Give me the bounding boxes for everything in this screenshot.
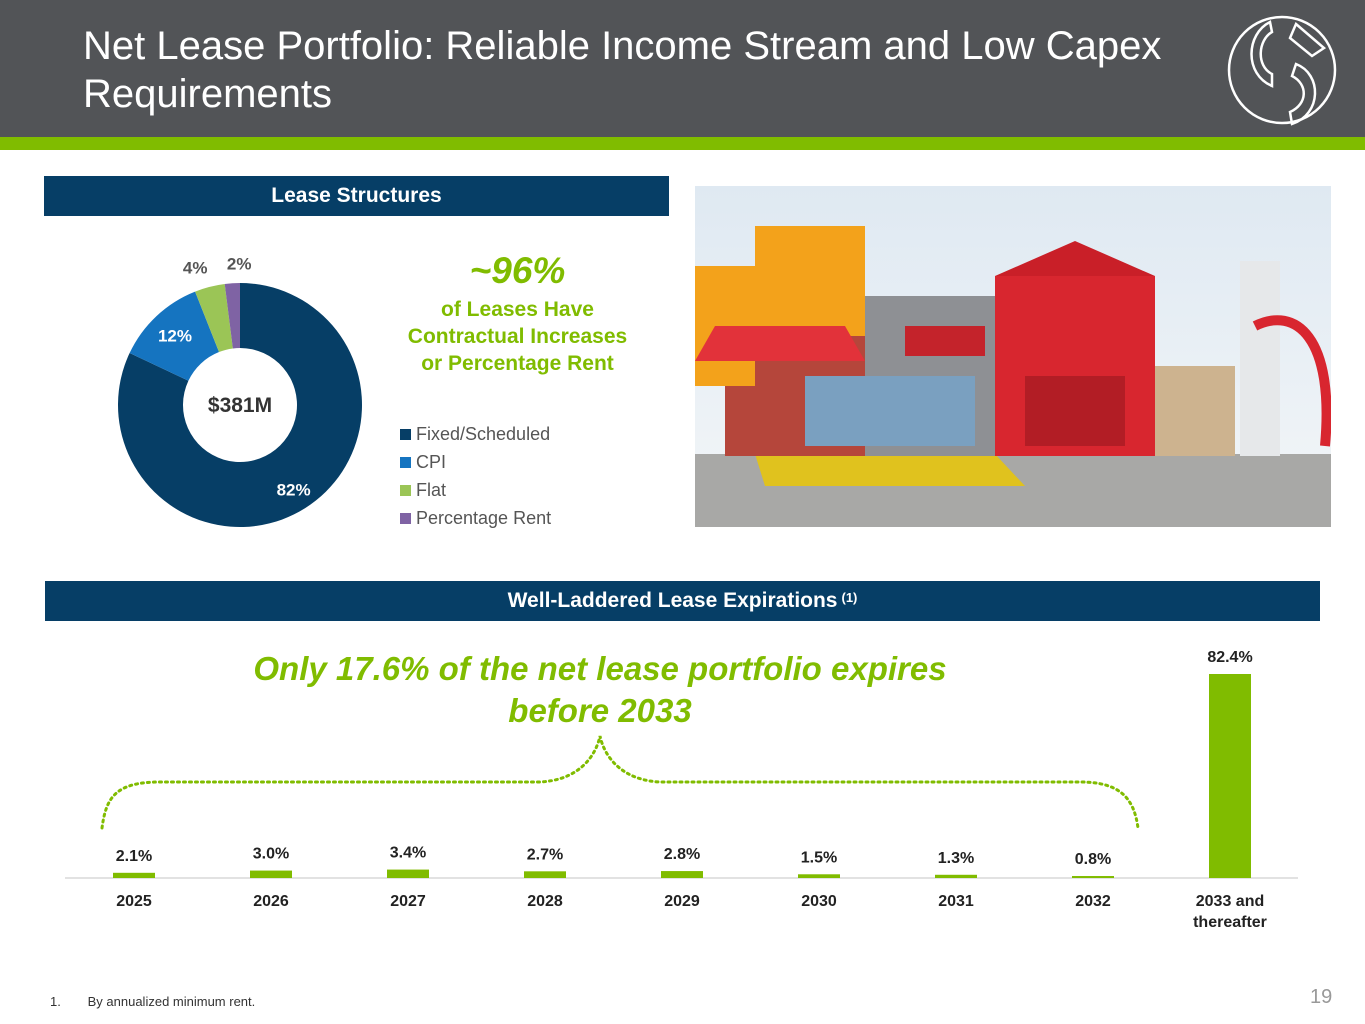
legend-label: Flat [416,479,447,500]
legend-swatch [400,456,411,468]
bar-2033-and-thereafter [1209,674,1251,878]
bar-2025 [113,872,155,878]
bar-value-label: 82.4% [1207,649,1252,666]
bar-2028 [524,871,566,878]
bar-2032 [1072,876,1114,878]
donut-center-label: $381M [208,394,272,417]
donut-slice-label: 4% [183,258,208,277]
legend-label: Percentage Rent [416,507,552,528]
header-stripe [0,137,1365,150]
x-tick-label: 2028 [527,893,563,910]
company-logo-icon [1227,15,1337,126]
donut-slice-label: 12% [158,327,192,346]
header-band [0,0,1365,137]
bar-value-label: 2.7% [527,846,563,863]
lease-structures-donut-chart: 82% 12% 4% 2% $381M [118,255,362,527]
lease-structures-header: Lease Structures [44,176,669,216]
bar-value-label: 2.8% [664,846,700,863]
donut-slice-2 [129,291,220,381]
legend-item-percentage-rent: Percentage Rent [400,504,551,532]
bar-2029 [661,871,703,878]
donut-slice-4 [224,283,240,349]
legend-label: Fixed/Scheduled [416,423,551,444]
donut-slice-label: 2% [227,255,252,273]
lease-expirations-header: Well-Laddered Lease Expirations (1) [45,581,1320,621]
bar-2030 [798,874,840,878]
legend-swatch [400,428,411,440]
donut-slice-1 [118,283,362,527]
page-number: 19 [1310,986,1333,1008]
legend-item-flat: Flat [400,476,551,504]
legend-swatch [400,484,411,496]
lease-expirations-bar-chart: 2.1% 2025 3.0% 2026 3.4% 2027 2.7% 2028 2.8% 2029… [65,649,1298,931]
donut-legend: Fixed/Scheduled CPI Flat Percentage Rent [400,420,551,532]
donut-slice-label: 82% [277,480,311,499]
contractual-increase-stat: ~96% of Leases Have Contractual Increase… [395,250,640,377]
stat-percentage: ~96% [469,250,566,291]
x-tick-label: thereafter [1193,914,1267,931]
x-tick-label: 2029 [664,893,700,910]
footnote: 1. By annualized minimum rent. [50,994,255,1009]
x-tick-label: 2026 [253,893,289,910]
x-tick-label: 2027 [390,893,426,910]
x-tick-label: 2030 [801,893,837,910]
page-title: Net Lease Portfolio: Reliable Income Str… [83,24,1162,116]
bar-value-label: 3.0% [253,846,289,863]
bar-value-label: 1.3% [938,850,974,867]
legend-swatch [400,512,411,524]
footnote-text: By annualized minimum rent. [87,994,256,1009]
bar-value-label: 3.4% [390,845,426,862]
legend-label: CPI [416,451,447,472]
bar-2026 [250,870,292,878]
lease-expirations-header-text: Well-Laddered Lease Expirations [507,589,838,612]
bracket-annotation [100,735,1140,830]
footnote-number: 1. [50,994,61,1009]
donut-slice-3 [195,283,233,353]
x-tick-label: 2033 and [1196,893,1264,910]
stat-description: of Leases Have Contractual Increases or … [407,298,628,375]
bar-value-label: 0.8% [1075,851,1111,868]
bar-2027 [387,869,429,878]
travel-center-photo [695,186,1331,527]
bar-2031 [935,874,977,878]
legend-item-cpi: CPI [400,448,551,476]
x-tick-label: 2032 [1075,893,1111,910]
footnote-ref: (1) [841,589,858,605]
lease-structures-header-text: Lease Structures [271,184,442,207]
x-tick-label: 2031 [938,893,974,910]
bar-value-label: 2.1% [116,848,152,865]
legend-item-fixed: Fixed/Scheduled [400,420,551,448]
bar-value-label: 1.5% [801,849,837,866]
x-tick-label: 2025 [116,893,152,910]
expiration-callout: Only 17.6% of the net lease portfolio ex… [253,650,947,729]
